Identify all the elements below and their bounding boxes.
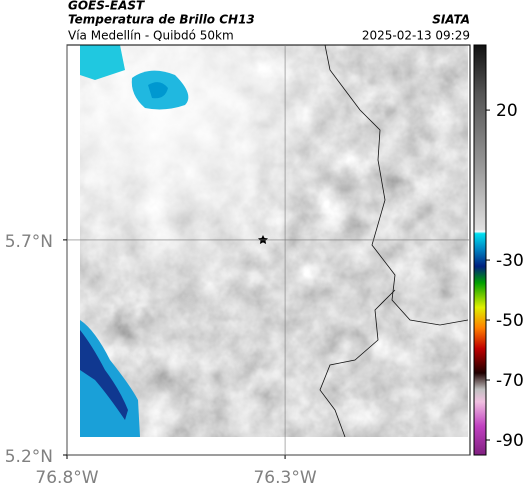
colorbar-tick-label: 20: [496, 101, 518, 121]
timestamp: 2025-02-13 09:29: [362, 29, 470, 43]
y-tick-label: 5.2°N: [5, 447, 53, 467]
source-label: GOES-EAST: [68, 0, 145, 13]
cyan-cloud-core: [148, 82, 168, 99]
cold-cloud-haze: [80, 45, 468, 437]
cyan-cloud: [80, 45, 125, 80]
colorbar-tick-label: -30: [496, 251, 524, 271]
location-star: [258, 235, 268, 244]
colorbar-tick-label: -90: [496, 431, 524, 451]
x-tick-label: 76.8°W: [35, 468, 98, 488]
x-tick-label: 76.3°W: [253, 468, 316, 488]
colorbar-tick-label: -50: [496, 311, 524, 331]
subtitle: Vía Medellín - Quibdó 50km: [68, 29, 234, 43]
colorbar: [473, 44, 487, 456]
credit: SIATA: [432, 13, 470, 27]
imagery: [80, 45, 468, 437]
y-tick-label: 5.7°N: [5, 232, 53, 252]
title: Temperatura de Brillo CH13: [68, 13, 255, 27]
boundary-line: [319, 45, 468, 437]
colorbar-tick-label: -70: [496, 371, 524, 391]
blue-cloud-core: [80, 330, 128, 420]
